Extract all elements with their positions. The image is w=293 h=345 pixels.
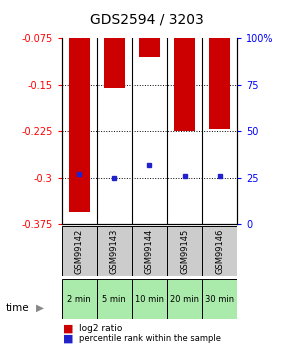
Text: 2 min: 2 min	[67, 295, 91, 304]
Bar	[97, 279, 132, 319]
Text: log2 ratio: log2 ratio	[79, 324, 122, 333]
Text: ■: ■	[63, 334, 74, 344]
Text: 30 min: 30 min	[205, 295, 234, 304]
Bar	[69, 38, 90, 212]
Bar	[167, 226, 202, 276]
Bar	[97, 226, 132, 276]
Text: GSM99145: GSM99145	[180, 228, 189, 274]
Text: GSM99142: GSM99142	[75, 228, 84, 274]
Bar	[132, 226, 167, 276]
Bar	[104, 38, 125, 88]
Text: time: time	[6, 303, 30, 313]
Bar	[62, 226, 97, 276]
Bar	[139, 38, 160, 57]
Text: percentile rank within the sample: percentile rank within the sample	[79, 334, 221, 343]
Text: ■: ■	[63, 324, 74, 333]
Bar	[209, 38, 230, 129]
Bar	[202, 226, 237, 276]
Bar	[167, 279, 202, 319]
Text: GSM99146: GSM99146	[215, 228, 224, 274]
Text: GSM99144: GSM99144	[145, 228, 154, 274]
Bar	[62, 279, 97, 319]
Text: 10 min: 10 min	[135, 295, 164, 304]
Text: 20 min: 20 min	[170, 295, 199, 304]
Text: GDS2594 / 3203: GDS2594 / 3203	[90, 12, 203, 26]
Text: 5 min: 5 min	[102, 295, 126, 304]
Bar	[132, 279, 167, 319]
Text: GSM99143: GSM99143	[110, 228, 119, 274]
Bar	[174, 38, 195, 131]
Bar	[202, 279, 237, 319]
Text: ▶: ▶	[35, 303, 44, 313]
